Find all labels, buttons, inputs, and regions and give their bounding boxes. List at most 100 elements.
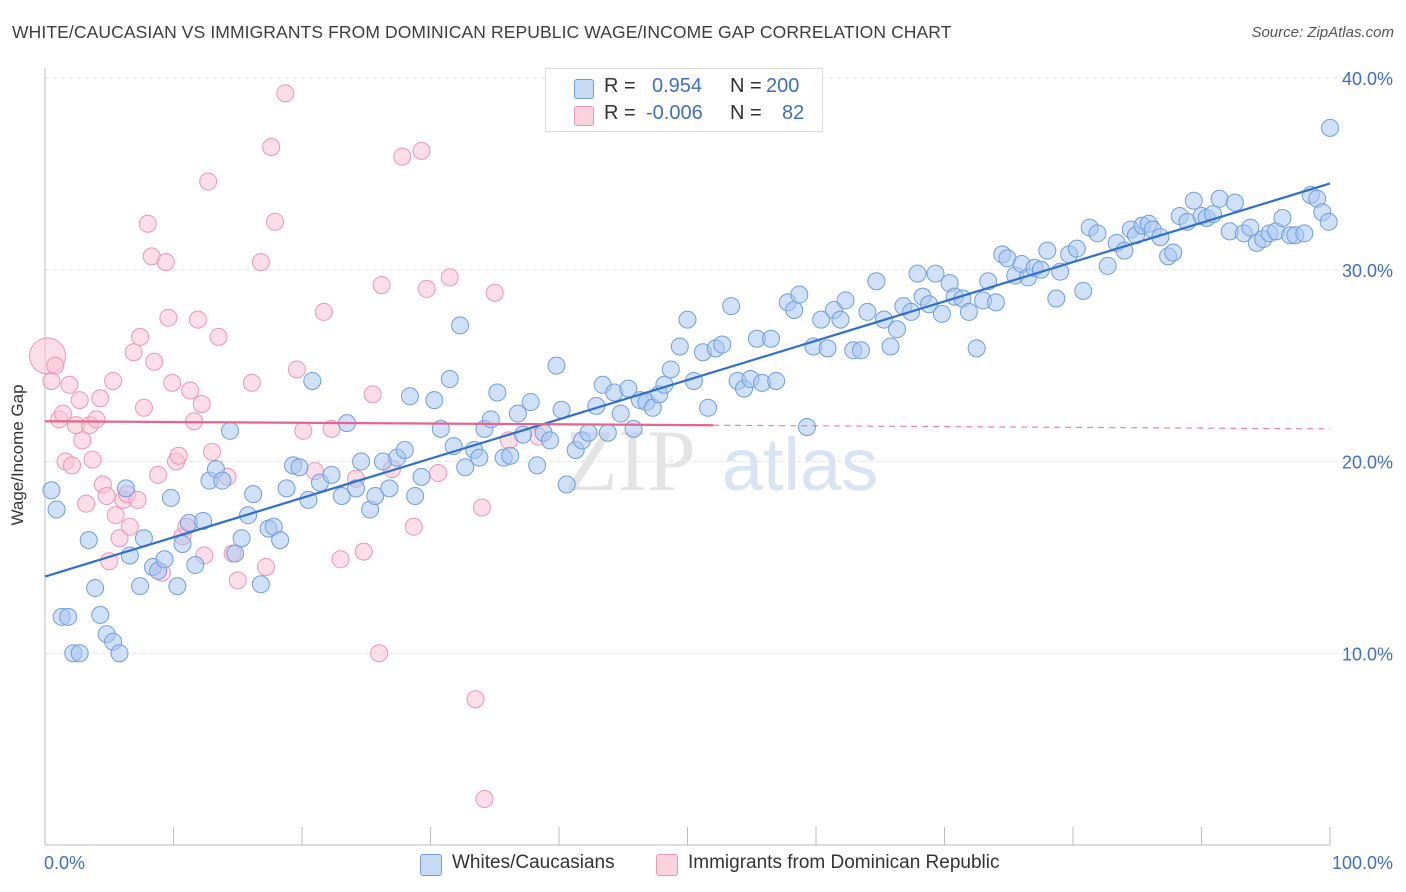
data-point-whites [611,404,630,423]
axes [44,68,1331,846]
data-point-immigrants [287,360,306,379]
data-point-immigrants [70,391,89,410]
data-point-whites [881,337,900,356]
data-point-whites [713,335,732,354]
data-point-immigrants [262,138,281,157]
data-point-immigrants [104,371,123,390]
data-point-whites [767,371,786,390]
data-point-whites [1074,281,1093,300]
data-point-immigrants [485,283,504,302]
stats-r-value-whites: 0.954 [652,75,703,97]
trend-line-immigrants [44,420,714,427]
data-point-whites [959,302,978,321]
stats-row-whites: R = 0.954 N = 200 [546,75,822,101]
data-point-whites [1067,239,1086,258]
stats-swatch-immigrants [574,106,594,126]
data-point-whites [678,310,697,329]
data-point-immigrants [134,398,153,417]
data-point-immigrants [128,490,147,509]
data-point-whites [908,264,927,283]
data-point-whites [557,475,576,494]
data-point-whites [251,575,270,594]
data-point-immigrants [110,529,129,548]
data-point-whites [1047,289,1066,308]
data-point-whites [785,301,804,320]
data-point-whites [1164,243,1183,262]
data-point-immigrants [46,356,65,375]
data-point-whites [213,471,232,490]
y-tick-label: 20.0% [1342,453,1393,473]
watermark-atlas: atlas [722,423,878,506]
data-point-whites [579,423,598,442]
data-point-immigrants [331,550,350,569]
data-point-immigrants [100,552,119,571]
data-point-whites [528,456,547,475]
data-point-whites [173,534,192,553]
data-point-whites [332,487,351,506]
data-point-immigrants [124,343,143,362]
data-point-immigrants [192,394,211,413]
data-point-whites [818,339,837,358]
data-point-whites [812,310,831,329]
legend: Whites/Caucasians Immigrants from Domini… [0,852,1406,878]
data-point-immigrants [73,431,92,450]
data-point-immigrants [159,308,178,327]
data-point-whites [366,487,385,506]
data-point-immigrants [242,373,261,392]
data-point-whites [762,329,781,348]
data-point-immigrants [145,352,164,371]
data-point-whites [798,417,817,436]
stats-r-label: R = [604,75,636,97]
data-point-whites [47,500,66,519]
data-point-whites [168,577,187,596]
data-point-whites [42,481,61,500]
data-point-whites [979,272,998,291]
data-point-whites [481,410,500,429]
stats-row-immigrants: R = -0.006 N = 82 [546,102,822,128]
data-point-whites [400,387,419,406]
data-point-whites [1088,224,1107,243]
data-point-immigrants [83,450,102,469]
data-point-whites [131,577,150,596]
data-point-whites [1225,193,1244,212]
data-point-whites [851,341,870,360]
data-point-whites [155,550,174,569]
data-point-whites [110,644,129,663]
data-point-immigrants [363,385,382,404]
data-point-whites [670,337,689,356]
grid-lines [45,77,1394,654]
data-point-whites [624,419,643,438]
data-point-whites [932,304,951,323]
data-point-whites [70,644,89,663]
data-point-whites [451,316,470,335]
data-point-immigrants [209,327,228,346]
data-point-whites [322,465,341,484]
data-point-whites [967,339,986,358]
data-point-immigrants [370,644,389,663]
data-point-whites [395,440,414,459]
data-point-immigrants [404,517,423,536]
data-point-whites [412,467,431,486]
data-point-whites [488,383,507,402]
data-point-whites [194,511,213,530]
data-point-immigrants [466,690,485,709]
data-point-whites [514,425,533,444]
data-point-whites [1115,241,1134,260]
data-point-whites [380,479,399,498]
data-point-whites [271,531,290,550]
data-point-whites [501,446,520,465]
data-point-immigrants [156,253,175,272]
trend-lines [44,182,1331,578]
data-point-whites [547,356,566,375]
data-point-immigrants [417,279,436,298]
stats-swatch-whites [574,79,594,99]
data-point-whites [303,371,322,390]
stats-n-value-immigrants: 82 [782,102,805,124]
data-point-immigrants [87,410,106,429]
data-point-immigrants [429,464,448,483]
data-point-whites [521,393,540,412]
stats-box: R = 0.954 N = 200 R = -0.006 N = 82 [545,68,823,132]
chart-title: WHITE/CAUCASIAN VS IMMIGRANTS FROM DOMIN… [12,22,952,42]
stats-r-label: R = [604,102,636,124]
